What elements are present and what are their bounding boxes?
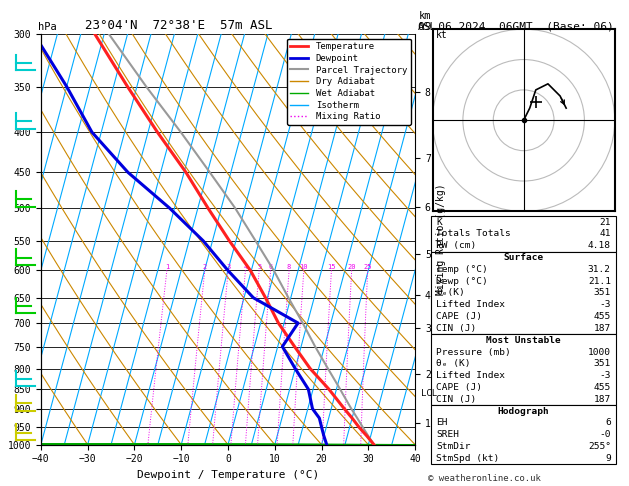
Text: 20: 20 [347, 264, 356, 270]
Text: 8: 8 [287, 264, 291, 270]
Text: CAPE (J): CAPE (J) [437, 383, 482, 392]
Text: 25: 25 [364, 264, 372, 270]
Text: 187: 187 [594, 324, 611, 333]
Text: 21.1: 21.1 [588, 277, 611, 286]
Text: 1000: 1000 [588, 347, 611, 357]
Text: 6: 6 [269, 264, 273, 270]
Text: Pressure (mb): Pressure (mb) [437, 347, 511, 357]
Text: -0: -0 [599, 430, 611, 439]
Text: 23°04'N  72°38'E  57m ASL: 23°04'N 72°38'E 57m ASL [85, 18, 272, 32]
Text: © weatheronline.co.uk: © weatheronline.co.uk [428, 474, 540, 483]
Text: θₑ (K): θₑ (K) [437, 359, 471, 368]
Text: EH: EH [437, 418, 448, 427]
Text: 455: 455 [594, 312, 611, 321]
Text: 21: 21 [599, 218, 611, 226]
Text: km
ASL: km ASL [418, 11, 437, 32]
Text: 41: 41 [599, 229, 611, 239]
Text: 455: 455 [594, 383, 611, 392]
Text: 09.06.2024  06GMT  (Base: 06): 09.06.2024 06GMT (Base: 06) [418, 21, 614, 32]
Text: -3: -3 [599, 300, 611, 309]
Text: SREH: SREH [437, 430, 459, 439]
Text: Hodograph: Hodograph [498, 406, 550, 416]
FancyBboxPatch shape [431, 252, 616, 334]
Text: Lifted Index: Lifted Index [437, 300, 506, 309]
Text: 6: 6 [605, 418, 611, 427]
Text: 255°: 255° [588, 442, 611, 451]
Text: 351: 351 [594, 289, 611, 297]
Text: PW (cm): PW (cm) [437, 241, 477, 250]
FancyBboxPatch shape [431, 405, 616, 464]
Text: 15: 15 [327, 264, 336, 270]
Text: 187: 187 [594, 395, 611, 404]
Text: LCL: LCL [421, 389, 437, 398]
Text: Totals Totals: Totals Totals [437, 229, 511, 239]
Text: StmDir: StmDir [437, 442, 471, 451]
Text: 3: 3 [226, 264, 230, 270]
Text: θₑ(K): θₑ(K) [437, 289, 465, 297]
Text: CIN (J): CIN (J) [437, 324, 477, 333]
Text: CIN (J): CIN (J) [437, 395, 477, 404]
Text: 4: 4 [243, 264, 248, 270]
Text: StmSpd (kt): StmSpd (kt) [437, 454, 499, 463]
Text: Dewp (°C): Dewp (°C) [437, 277, 488, 286]
Text: kt: kt [435, 30, 447, 40]
Text: 351: 351 [594, 359, 611, 368]
Text: 9: 9 [605, 454, 611, 463]
Text: 31.2: 31.2 [588, 265, 611, 274]
X-axis label: Dewpoint / Temperature (°C): Dewpoint / Temperature (°C) [137, 470, 319, 480]
FancyBboxPatch shape [431, 216, 616, 252]
Text: Most Unstable: Most Unstable [486, 336, 561, 345]
Text: 2: 2 [203, 264, 207, 270]
Legend: Temperature, Dewpoint, Parcel Trajectory, Dry Adiabat, Wet Adiabat, Isotherm, Mi: Temperature, Dewpoint, Parcel Trajectory… [287, 38, 411, 125]
Text: hPa: hPa [38, 21, 57, 32]
Text: Temp (°C): Temp (°C) [437, 265, 488, 274]
Text: CAPE (J): CAPE (J) [437, 312, 482, 321]
Text: 1: 1 [165, 264, 169, 270]
Text: -3: -3 [599, 371, 611, 380]
Text: 10: 10 [299, 264, 308, 270]
Text: Lifted Index: Lifted Index [437, 371, 506, 380]
Text: K: K [437, 218, 442, 226]
FancyBboxPatch shape [431, 334, 616, 405]
Y-axis label: Mixing Ratio (g/kg): Mixing Ratio (g/kg) [437, 184, 447, 295]
Text: 5: 5 [257, 264, 261, 270]
Text: 4.18: 4.18 [588, 241, 611, 250]
Text: Surface: Surface [504, 253, 543, 262]
